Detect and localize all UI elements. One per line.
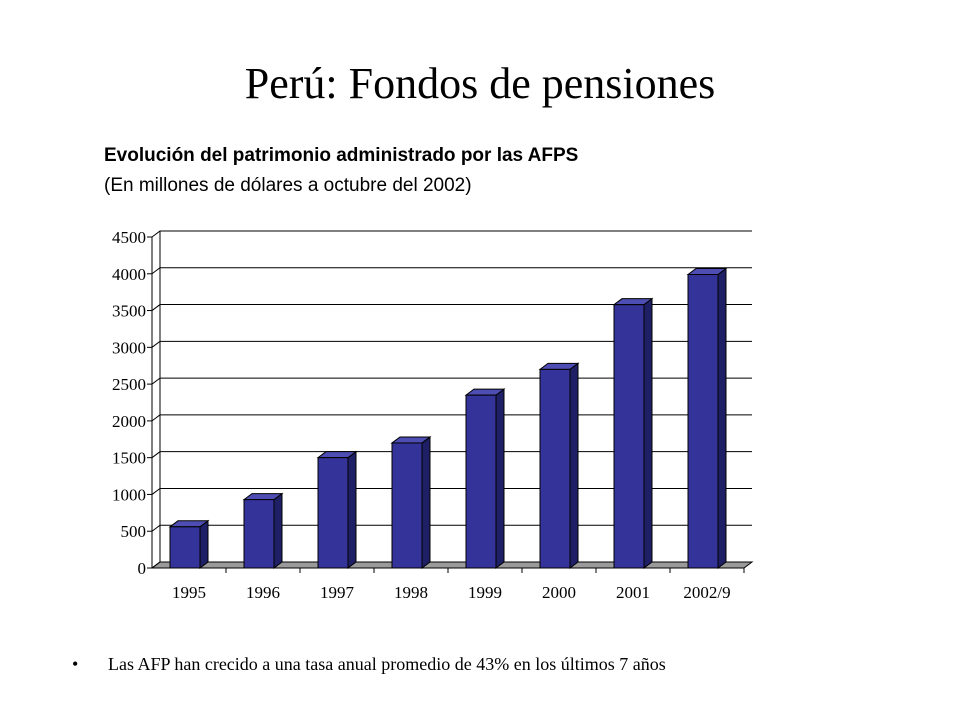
gridline: [151, 267, 752, 275]
bar: [539, 368, 571, 569]
x-tick-label: 2002/9: [683, 583, 730, 602]
bar-side: [273, 492, 283, 569]
gridline: [151, 487, 752, 495]
x-tick-label: 1996: [246, 583, 280, 602]
bullet-dot-icon: •: [72, 654, 79, 674]
gridline: [151, 304, 752, 311]
bar-side: [421, 435, 431, 569]
chart-subtitle: (En millones de dólares a octubre del 20…: [104, 175, 472, 196]
x-tick-label: 2001: [616, 583, 650, 602]
y-tick-label: 3000: [112, 338, 146, 357]
gridline: [151, 340, 752, 348]
y-tick-label: 1500: [112, 449, 146, 468]
bar: [687, 274, 719, 569]
bar-side: [569, 362, 579, 569]
x-tick-label: 2000: [542, 583, 576, 602]
y-tick-label: 500: [121, 522, 147, 541]
bar: [243, 499, 275, 569]
bar: [465, 394, 497, 569]
bar-side: [643, 297, 653, 569]
bullet-text: Las AFP han crecido a una tasa anual pro…: [108, 654, 666, 674]
y-tick-label: 4000: [112, 265, 146, 284]
bar: [391, 442, 423, 569]
bar-side: [347, 450, 357, 569]
gridline: [151, 377, 752, 385]
y-tick-label: 3500: [112, 302, 146, 321]
gridline: [151, 414, 752, 422]
slide-title: Perú: Fondos de pensiones: [244, 59, 716, 108]
chart-title: Evolución del patrimonio administrado po…: [104, 145, 579, 166]
x-tick-label: 1997: [320, 583, 355, 602]
gridline: [151, 451, 752, 459]
x-tick-label: 1995: [172, 583, 206, 602]
bar-side: [495, 388, 505, 569]
bar: [317, 457, 349, 569]
bar: [169, 526, 201, 569]
bar-side: [717, 267, 727, 569]
x-tick-label: 1998: [394, 583, 428, 602]
gridline: [151, 524, 752, 532]
y-tick-label: 2000: [112, 412, 146, 431]
gridline: [151, 230, 752, 238]
y-tick-label: 4500: [112, 228, 146, 247]
bar: [613, 304, 645, 569]
chart-floor: [150, 561, 754, 569]
y-tick-label: 2500: [112, 375, 146, 394]
x-tick-label: 1999: [468, 583, 502, 602]
y-tick-label: 0: [138, 559, 147, 578]
bullet-item: • Las AFP han crecido a una tasa anual pr…: [72, 652, 932, 676]
y-tick-label: 1000: [112, 485, 146, 504]
bar-side: [199, 519, 209, 569]
